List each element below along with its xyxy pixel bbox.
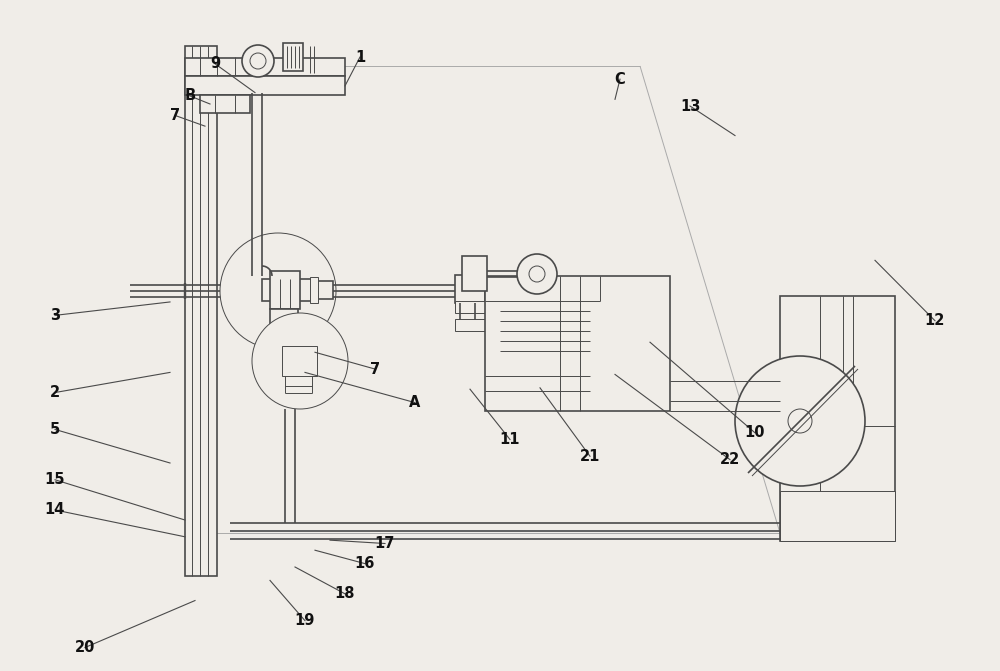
Circle shape: [220, 233, 336, 349]
Bar: [283, 43, 303, 71]
Text: 12: 12: [925, 313, 945, 328]
Circle shape: [250, 53, 266, 69]
Bar: [185, 46, 217, 576]
Text: 3: 3: [50, 308, 60, 323]
Bar: [485, 276, 670, 411]
Text: 15: 15: [45, 472, 65, 487]
Text: 2: 2: [50, 385, 60, 400]
Text: 18: 18: [335, 586, 355, 601]
Text: C: C: [615, 72, 625, 87]
Text: 22: 22: [720, 452, 740, 467]
Circle shape: [735, 356, 865, 486]
Text: 5: 5: [50, 422, 60, 437]
Circle shape: [252, 313, 348, 409]
Bar: [780, 296, 895, 541]
Bar: [462, 256, 487, 291]
Bar: [455, 319, 485, 331]
Text: 10: 10: [745, 425, 765, 440]
Text: 1: 1: [355, 50, 365, 64]
Bar: [262, 279, 317, 301]
Bar: [780, 491, 895, 541]
Text: 13: 13: [680, 99, 700, 113]
Bar: [185, 58, 345, 76]
Text: 14: 14: [45, 503, 65, 517]
Bar: [268, 344, 302, 356]
Circle shape: [242, 45, 274, 77]
Text: 16: 16: [355, 556, 375, 571]
Bar: [270, 309, 298, 331]
Bar: [270, 271, 300, 309]
Circle shape: [788, 409, 812, 433]
Text: B: B: [184, 89, 196, 103]
Text: 20: 20: [75, 640, 95, 655]
Bar: [185, 76, 345, 95]
Bar: [455, 275, 485, 303]
Text: 7: 7: [170, 108, 180, 123]
Text: 19: 19: [295, 613, 315, 628]
Bar: [315, 281, 333, 299]
Text: 11: 11: [500, 432, 520, 447]
Bar: [310, 277, 318, 303]
Circle shape: [529, 266, 545, 282]
Circle shape: [517, 254, 557, 294]
Text: 17: 17: [375, 536, 395, 551]
Text: 21: 21: [580, 449, 600, 464]
Text: 7: 7: [370, 362, 380, 376]
Bar: [282, 346, 317, 376]
Bar: [455, 301, 485, 313]
Bar: [200, 95, 250, 113]
Text: 9: 9: [210, 56, 220, 71]
Text: A: A: [409, 395, 421, 410]
